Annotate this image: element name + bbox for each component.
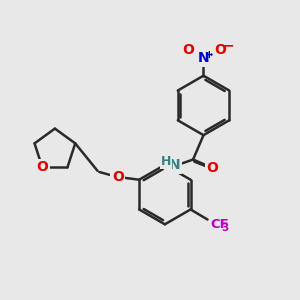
Text: O: O <box>206 161 218 175</box>
Text: +: + <box>205 50 213 60</box>
Text: H: H <box>160 155 171 168</box>
Text: N: N <box>169 158 181 172</box>
Text: CF: CF <box>211 218 229 231</box>
Text: 3: 3 <box>221 223 229 233</box>
Text: O: O <box>112 170 124 184</box>
Text: O: O <box>36 160 48 174</box>
Text: N: N <box>198 52 209 65</box>
Text: −: − <box>222 38 234 52</box>
Text: O: O <box>214 43 226 56</box>
Text: O: O <box>182 43 194 56</box>
